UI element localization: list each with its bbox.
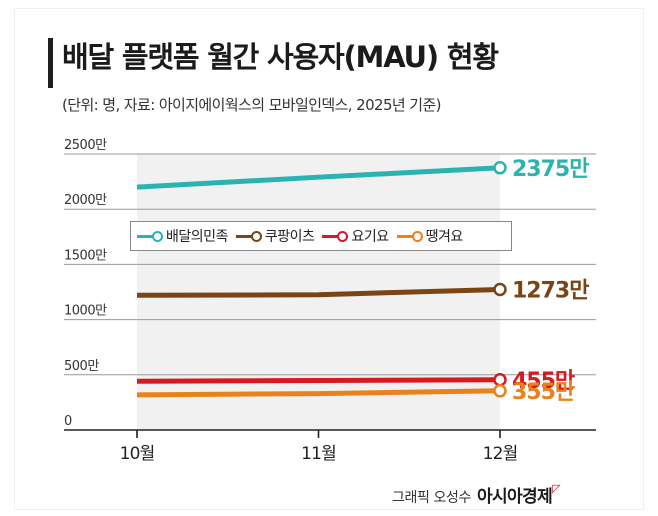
legend-item: 요기요 (322, 226, 389, 246)
x-tick-label: 11월 (301, 444, 336, 464)
legend-label: 쿠팡이츠 (264, 229, 315, 245)
legend-swatch-icon (396, 230, 423, 242)
series-end-label: 455만 (512, 369, 575, 394)
y-tick-label: 2500만 (64, 138, 107, 153)
series-line (136, 286, 501, 298)
y-tick-label: 1500만 (64, 248, 107, 263)
title-accent-bar (48, 38, 53, 88)
legend-item: 땡겨요 (396, 226, 464, 246)
legend-label: 땡겨요 (425, 229, 464, 245)
series-line (136, 377, 501, 384)
y-tick-label: 2000만 (64, 193, 107, 208)
series-end-marker (493, 161, 507, 175)
brand-mark-icon: ◸ (552, 482, 561, 495)
credit-line: 그래픽 오성수 아시아경제◸ (392, 482, 561, 507)
chart-legend: 배달의민족 쿠팡이츠 요기요 땡겨요 (130, 221, 512, 251)
legend-swatch-icon (235, 230, 262, 242)
legend-swatch-icon (322, 230, 349, 242)
y-tick-label: 0 (64, 414, 72, 429)
series-end-marker (493, 373, 507, 387)
chart-subtitle: (단위: 명, 자료: 아이지에이웍스의 모바일인덱스, 2025년 기준) (62, 96, 442, 114)
series-end-marker (493, 282, 507, 297)
credit-byline: 그래픽 오성수 (392, 490, 471, 506)
series-end-label: 355만 (512, 380, 575, 405)
legend-swatch-icon (137, 230, 163, 242)
series-end-label: 1273만 (512, 278, 589, 303)
legend-label: 요기요 (351, 229, 389, 245)
legend-label: 배달의민족 (166, 229, 228, 245)
series-end-label: 2375만 (512, 157, 589, 182)
x-tick-label: 10월 (120, 444, 155, 464)
y-tick-label: 1000만 (64, 304, 107, 319)
chart-title: 배달 플랫폼 월간 사용자(MAU) 현황 (62, 40, 499, 74)
legend-item: 배달의민족 (137, 226, 228, 246)
y-tick-label: 500만 (64, 359, 99, 374)
credit-brand: 아시아경제 (476, 487, 553, 507)
legend-item: 쿠팡이츠 (235, 226, 315, 246)
series-line (136, 165, 501, 190)
series-line (136, 388, 501, 398)
x-tick-label: 12월 (483, 444, 518, 464)
series-end-marker (493, 384, 507, 398)
